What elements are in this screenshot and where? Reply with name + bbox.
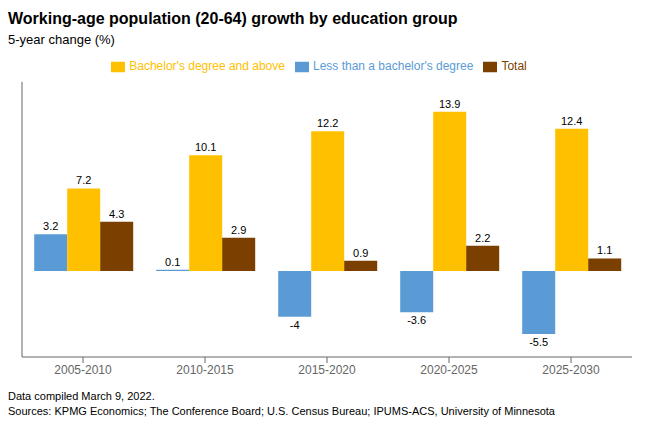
- svg-text:12.2: 12.2: [317, 117, 338, 129]
- svg-text:10.1: 10.1: [195, 141, 216, 153]
- html-text:Data compiled March 9, 2022.: Data compiled March 9, 2022.: [8, 390, 155, 402]
- svg-text:7.2: 7.2: [76, 174, 91, 186]
- svg-text:2025-2030: 2025-2030: [542, 363, 600, 377]
- svg-text:13.9: 13.9: [439, 98, 460, 110]
- svg-text:2.2: 2.2: [475, 232, 490, 244]
- html-text:Sources: KPMG Economics; The C: Sources: KPMG Economics; The Conference …: [8, 405, 555, 417]
- svg-text:-4: -4: [290, 319, 300, 331]
- html-text:Bachelor's degree and above: Bachelor's degree and above: [129, 59, 285, 73]
- svg-text:0.9: 0.9: [353, 247, 368, 259]
- svg-text:2010-2015: 2010-2015: [176, 363, 234, 377]
- svg-text:2015-2020: 2015-2020: [298, 363, 356, 377]
- html-text:Less than a bachelor's degree: Less than a bachelor's degree: [313, 59, 474, 73]
- svg-text:12.4: 12.4: [561, 115, 582, 127]
- html-text:5-year change (%): 5-year change (%): [8, 32, 115, 47]
- svg-text:3.2: 3.2: [43, 220, 58, 232]
- svg-text:-3.6: -3.6: [407, 314, 426, 326]
- svg-text:4.3: 4.3: [109, 208, 124, 220]
- svg-text:-5.5: -5.5: [529, 336, 548, 348]
- svg-text:1.1: 1.1: [597, 244, 612, 256]
- svg-text:2020-2025: 2020-2025: [420, 363, 478, 377]
- html-text:Total: Total: [501, 59, 527, 73]
- html-text:Working-age population (20-64): Working-age population (20-64) growth by…: [8, 10, 458, 27]
- svg-text:0.1: 0.1: [165, 256, 180, 268]
- svg-text:2005-2010: 2005-2010: [54, 363, 112, 377]
- svg-text:2.9: 2.9: [231, 224, 246, 236]
